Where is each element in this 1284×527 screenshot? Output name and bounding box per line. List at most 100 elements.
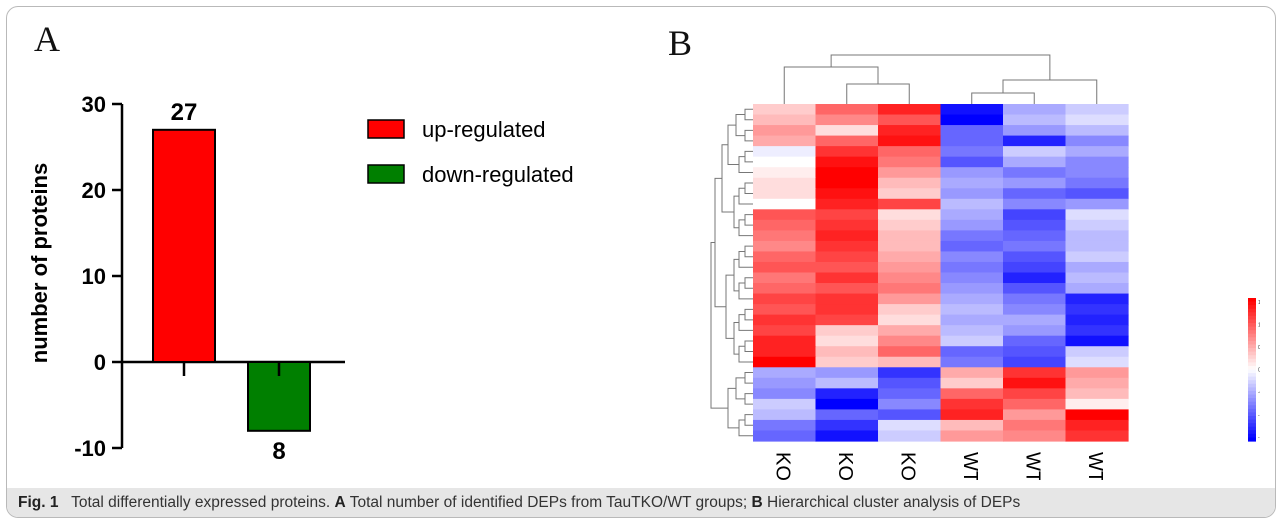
caption-text-3: Hierarchical cluster analysis of DEPs <box>767 494 1021 511</box>
heatmap-cell <box>940 177 1004 189</box>
heatmap-chart: KO KO KO WT WT WT 1.50 1.00 0.50 0.00 -0.50 -1.00 -… <box>710 54 1260 480</box>
heatmap-cell <box>753 188 817 200</box>
caption-b-marker: B <box>751 494 763 511</box>
panel-label-b: B <box>668 23 693 63</box>
heatmap-cell <box>753 304 817 316</box>
dendrogram-branch <box>738 282 753 300</box>
heatmap-cell <box>815 177 879 189</box>
data-label: 27 <box>171 99 198 126</box>
caption-bar <box>7 488 1275 517</box>
heatmap-cell <box>753 398 817 411</box>
heatmap-cell <box>815 430 879 442</box>
colorbar-segment <box>1248 373 1256 378</box>
heatmap-cell <box>753 419 817 432</box>
row-dendrogram <box>710 108 753 437</box>
heatmap-cell <box>940 409 1004 421</box>
heatmap-cell <box>1065 272 1129 284</box>
heatmap-cell <box>940 346 1004 358</box>
dendrogram-branch <box>710 242 728 409</box>
heatmap-cell <box>815 304 879 316</box>
heatmap-cell <box>753 325 817 337</box>
y-tick-label: 20 <box>82 178 106 203</box>
heatmap-cell <box>753 293 817 305</box>
heatmap-cell <box>878 188 942 200</box>
column-dendrogram <box>783 54 1098 104</box>
heatmap-cell <box>753 167 817 179</box>
heatmap-cell <box>940 356 1004 368</box>
heatmap-cell <box>1003 135 1067 147</box>
heatmap-cell <box>878 272 942 284</box>
heatmap-cell <box>878 335 942 347</box>
heatmap-cell <box>940 230 1004 242</box>
heatmap-cell <box>753 430 817 442</box>
colorbar-segment <box>1248 312 1256 317</box>
heatmap-cell <box>1065 146 1129 158</box>
heatmap-cell <box>1065 219 1129 231</box>
dendrogram-branch <box>735 377 745 400</box>
colorbar-tick-label: -1.50 <box>1258 435 1260 441</box>
colorbar-tick-label: -0.50 <box>1258 390 1260 396</box>
heatmap-cell <box>815 240 879 253</box>
heatmap-cell <box>1065 125 1129 137</box>
bars: 27 8 <box>152 99 311 465</box>
heatmap-cell <box>753 335 817 347</box>
colorbar-segment <box>1248 401 1256 406</box>
heatmap-cell <box>878 409 942 421</box>
heatmap-cell <box>753 114 817 126</box>
heatmap-cell <box>1065 304 1129 316</box>
figure-frame <box>6 6 1276 518</box>
heatmap-cell <box>1065 188 1129 200</box>
heatmap-cell <box>1003 198 1067 210</box>
heatmap-cell <box>940 156 1004 168</box>
heatmap-cell <box>1065 135 1129 147</box>
colorbar-segment <box>1248 405 1256 410</box>
heatmap-cell <box>940 146 1004 158</box>
heatmap-cell <box>815 219 879 231</box>
heatmap-cell <box>815 198 879 210</box>
heatmap-cell <box>753 367 817 379</box>
heatmap-cell <box>1003 367 1067 379</box>
heatmap-cell <box>1003 240 1067 253</box>
heatmap-cell <box>1003 356 1067 368</box>
heatmap-cell <box>815 230 879 242</box>
colorbar-segment <box>1248 351 1256 356</box>
heatmap-cell <box>815 335 879 347</box>
colorbar-segment <box>1248 344 1256 349</box>
heatmap-cell <box>815 314 879 326</box>
heatmap-cell <box>878 177 942 189</box>
colorbar-segment <box>1248 362 1256 367</box>
legend-label: up-regulated <box>422 117 546 142</box>
heatmap-cell <box>1003 325 1067 337</box>
heatmap-cell <box>815 388 879 400</box>
heatmap-cell <box>1065 251 1129 263</box>
caption-text-2: Total number of identified DEPs from Tau… <box>349 494 748 511</box>
caption-label: Fig. 1 <box>18 494 59 511</box>
heatmap-cell <box>1065 346 1129 358</box>
heatmap-cell <box>815 356 879 368</box>
column-label: WT <box>1084 452 1106 480</box>
colorbar-segment <box>1248 315 1256 321</box>
heatmap-cell <box>815 377 879 389</box>
colorbar-tick-label: -1.00 <box>1258 413 1260 419</box>
heatmap-cell <box>1065 430 1129 442</box>
heatmap-cell <box>815 419 879 432</box>
heatmap-cell <box>753 409 817 421</box>
heatmap-cell <box>940 367 1004 379</box>
y-tick-label: 0 <box>94 350 106 375</box>
heatmap-cell <box>878 135 942 147</box>
colorbar-segment <box>1248 369 1256 374</box>
dendrogram-branch <box>744 372 753 384</box>
heatmap-cell <box>1003 304 1067 316</box>
heatmap-cell <box>878 377 942 389</box>
colorbar-segment <box>1248 394 1256 399</box>
heatmap-cell <box>1003 167 1067 179</box>
colorbar-segment <box>1248 348 1256 353</box>
heatmap-cell <box>1003 409 1067 421</box>
heatmap-cell <box>1065 240 1129 253</box>
heatmap-cell <box>940 293 1004 305</box>
heatmap-cell <box>1003 188 1067 200</box>
caption-text-1: Total differentially expressed proteins. <box>71 494 331 511</box>
heatmap-cell <box>753 125 817 137</box>
heatmap-cell <box>815 272 879 284</box>
heatmap-cell <box>815 135 879 147</box>
